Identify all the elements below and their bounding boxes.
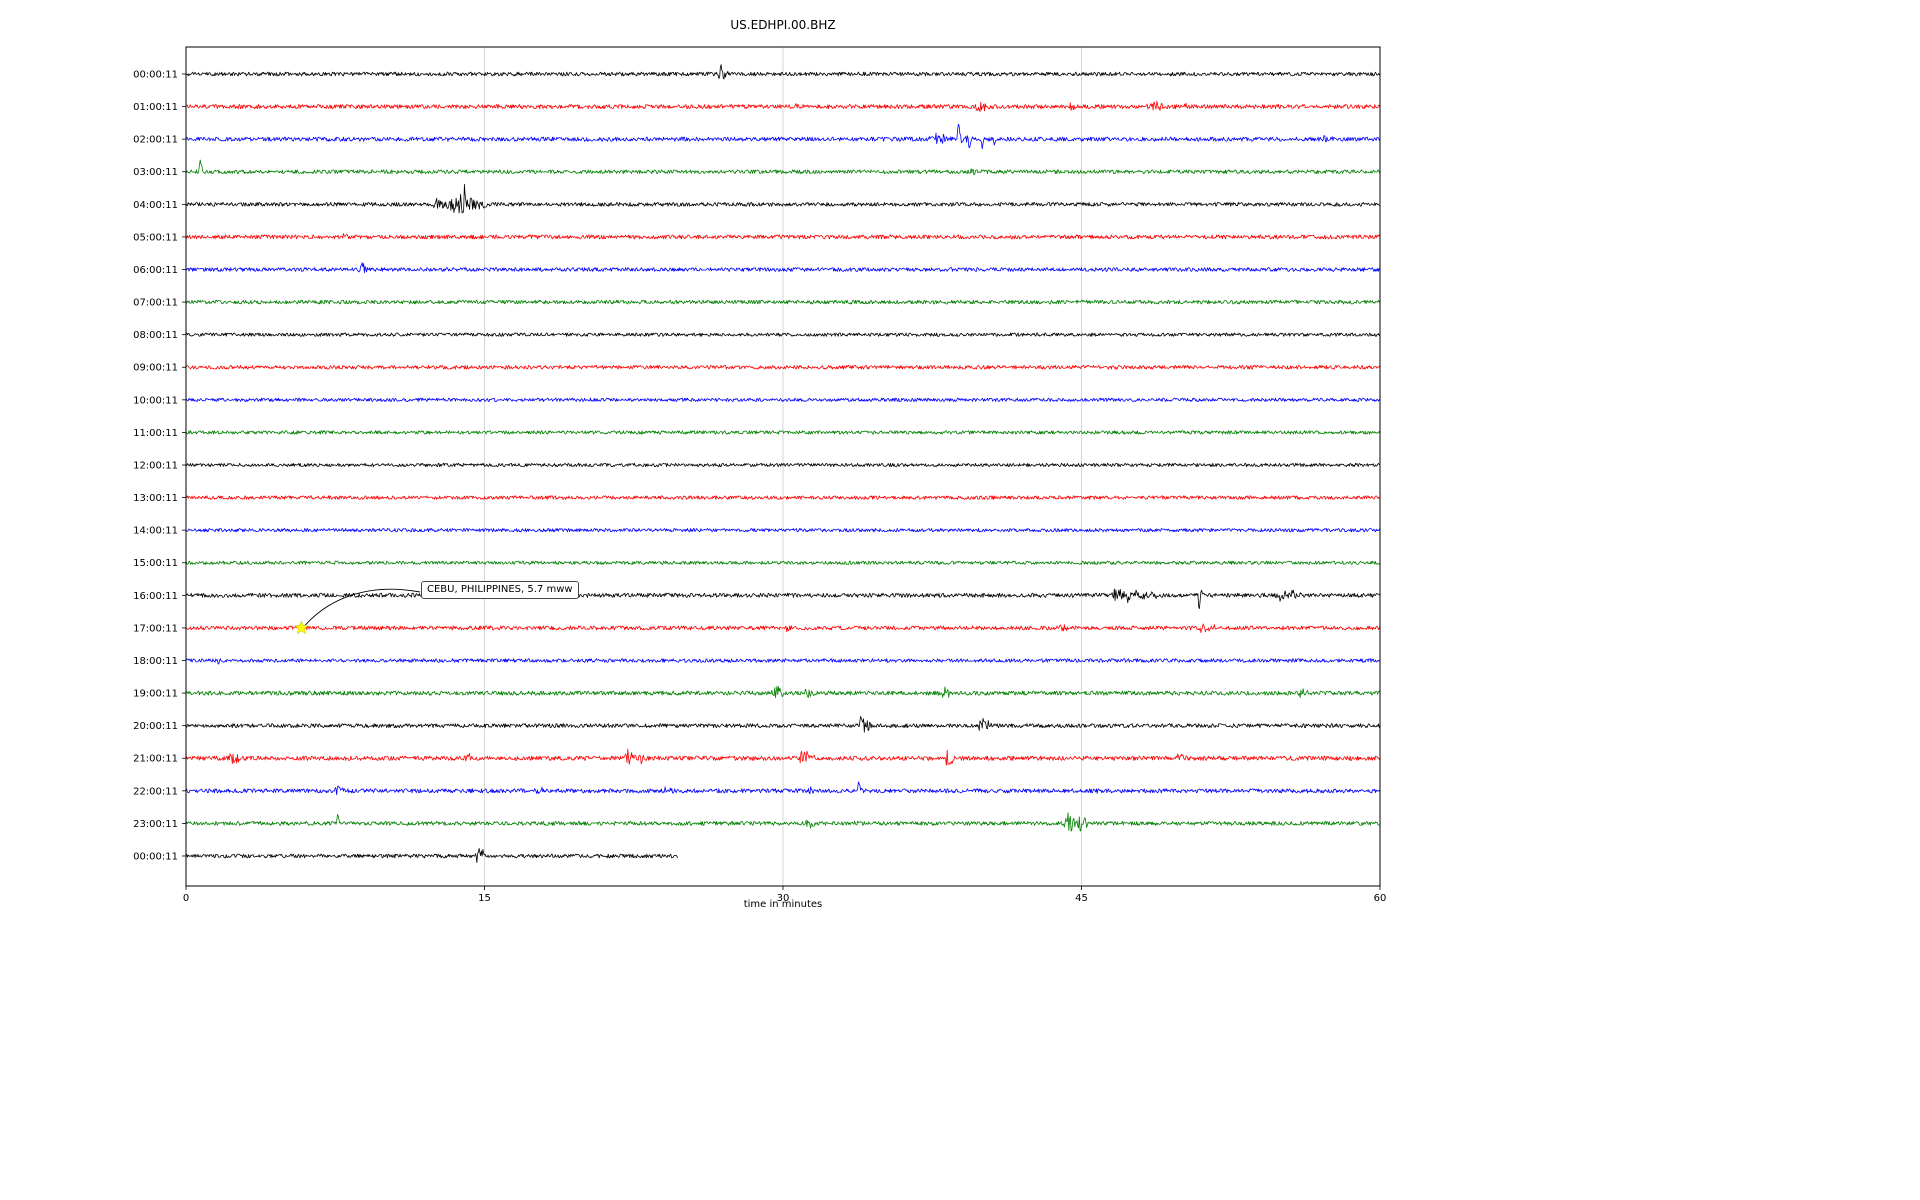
- seismogram-trace: [185, 123, 1381, 150]
- row-time-label: 20:00:11: [133, 721, 178, 732]
- x-tick-label: 60: [1374, 893, 1387, 904]
- row-time-label: 17:00:11: [133, 623, 178, 634]
- row-time-label: 05:00:11: [133, 232, 178, 243]
- seismogram-trace: [185, 364, 1381, 370]
- row-time-label: 14:00:11: [133, 526, 178, 537]
- seismogram-trace: [185, 397, 1381, 402]
- seismogram-trace: [185, 299, 1381, 305]
- seismogram-trace: [185, 100, 1381, 112]
- row-time-label: 12:00:11: [133, 460, 178, 471]
- row-time-label: 10:00:11: [133, 395, 178, 406]
- row-time-label: 08:00:11: [133, 330, 178, 341]
- row-time-label: 13:00:11: [133, 493, 178, 504]
- row-time-label: 07:00:11: [133, 298, 178, 309]
- x-tick-label: 15: [478, 893, 491, 904]
- seismogram-trace: [185, 848, 678, 863]
- seismogram-trace: [185, 560, 1381, 565]
- row-time-label: 16:00:11: [133, 591, 178, 602]
- event-star-marker: [294, 620, 309, 635]
- seismogram-trace: [185, 430, 1381, 435]
- annotation-arrow: [305, 588, 421, 626]
- seismogram-trace: [185, 64, 1381, 80]
- seismogram-trace: [185, 658, 1381, 665]
- row-time-label: 00:00:11: [133, 851, 178, 862]
- seismogram-trace: [185, 183, 1381, 214]
- seismogram-trace: [185, 159, 1381, 176]
- seismogram-trace: [185, 233, 1381, 240]
- row-time-label: 21:00:11: [133, 754, 178, 765]
- seismogram-trace: [185, 812, 1381, 832]
- x-axis-label: time in minutes: [743, 899, 823, 910]
- row-time-label: 04:00:11: [133, 200, 178, 211]
- seismogram-trace: [185, 685, 1381, 699]
- row-time-label: 03:00:11: [133, 167, 178, 178]
- seismogram-trace: [185, 588, 1381, 609]
- row-time-label: 15:00:11: [133, 558, 178, 569]
- row-time-label: 02:00:11: [133, 135, 178, 146]
- seismogram-trace: [185, 462, 1381, 468]
- seismogram-trace: [185, 623, 1381, 633]
- x-tick-label: 0: [183, 893, 189, 904]
- x-tick-label: 45: [1075, 893, 1088, 904]
- row-time-label: 01:00:11: [133, 102, 178, 113]
- chart-title: US.EDHPI.00.BHZ: [730, 18, 836, 32]
- x-tick-label: 30: [777, 893, 790, 904]
- seismogram-trace: [185, 495, 1381, 500]
- row-time-label: 19:00:11: [133, 689, 178, 700]
- row-time-label: 00:00:11: [133, 70, 178, 81]
- row-time-label: 18:00:11: [133, 656, 178, 667]
- seismogram-trace: [185, 332, 1381, 337]
- seismogram-trace: [185, 262, 1381, 274]
- seismogram-trace: [185, 781, 1381, 796]
- row-time-label: 11:00:11: [133, 428, 178, 439]
- seismogram-trace: [185, 528, 1381, 533]
- event-annotation: CEBU, PHILIPPINES, 5.7 mww: [421, 581, 579, 599]
- row-time-label: 06:00:11: [133, 265, 178, 276]
- seismogram-trace: [185, 716, 1381, 733]
- row-time-label: 09:00:11: [133, 363, 178, 374]
- row-time-label: 22:00:11: [133, 786, 178, 797]
- row-time-label: 23:00:11: [133, 819, 178, 830]
- seismogram-trace: [185, 748, 1381, 766]
